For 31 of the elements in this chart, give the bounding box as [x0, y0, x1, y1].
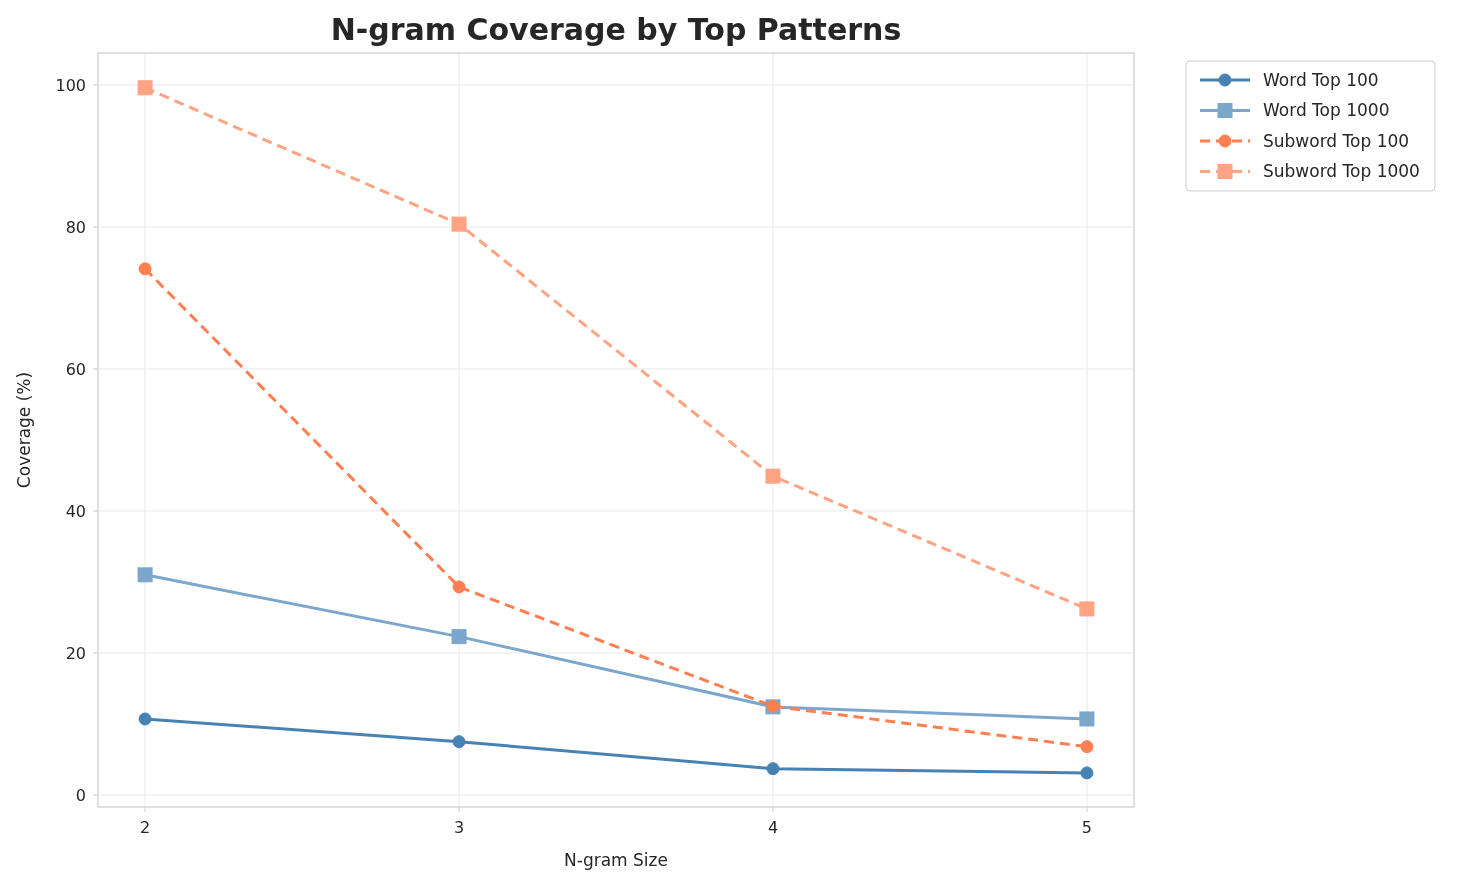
y-tick-label: 0 — [75, 785, 86, 805]
y-tick-label: 100 — [55, 75, 86, 95]
point — [138, 262, 152, 276]
point — [1080, 740, 1094, 754]
point — [138, 712, 152, 726]
point — [765, 468, 781, 484]
point — [451, 216, 467, 232]
chart-title: N-gram Coverage by Top Patterns — [330, 12, 902, 47]
x-tick-label: 5 — [1081, 818, 1092, 837]
point — [1079, 601, 1095, 617]
point — [1080, 766, 1094, 780]
legend-label: Subword Top 100 — [1263, 130, 1410, 151]
y-tick-label: 40 — [65, 501, 86, 521]
y-tick-label: 80 — [65, 217, 86, 237]
point — [766, 762, 780, 776]
point — [452, 735, 466, 749]
point — [452, 580, 466, 594]
x-tick-label: 4 — [767, 818, 779, 837]
x-tick-label: 2 — [140, 818, 151, 837]
point — [451, 629, 467, 645]
y-axis-title: Coverage (%) — [14, 371, 34, 489]
x-tick-label: 3 — [453, 818, 465, 837]
legend-label: Subword Top 1000 — [1263, 161, 1420, 182]
point — [1079, 711, 1095, 727]
y-tick-label: 60 — [65, 359, 86, 379]
legend-label: Word Top 1000 — [1263, 100, 1390, 121]
x-axis-title: N-gram Size — [564, 850, 668, 870]
point — [137, 567, 153, 583]
legend-label: Word Top 100 — [1263, 69, 1379, 90]
y-tick-label: 20 — [65, 643, 86, 663]
point — [137, 80, 153, 96]
